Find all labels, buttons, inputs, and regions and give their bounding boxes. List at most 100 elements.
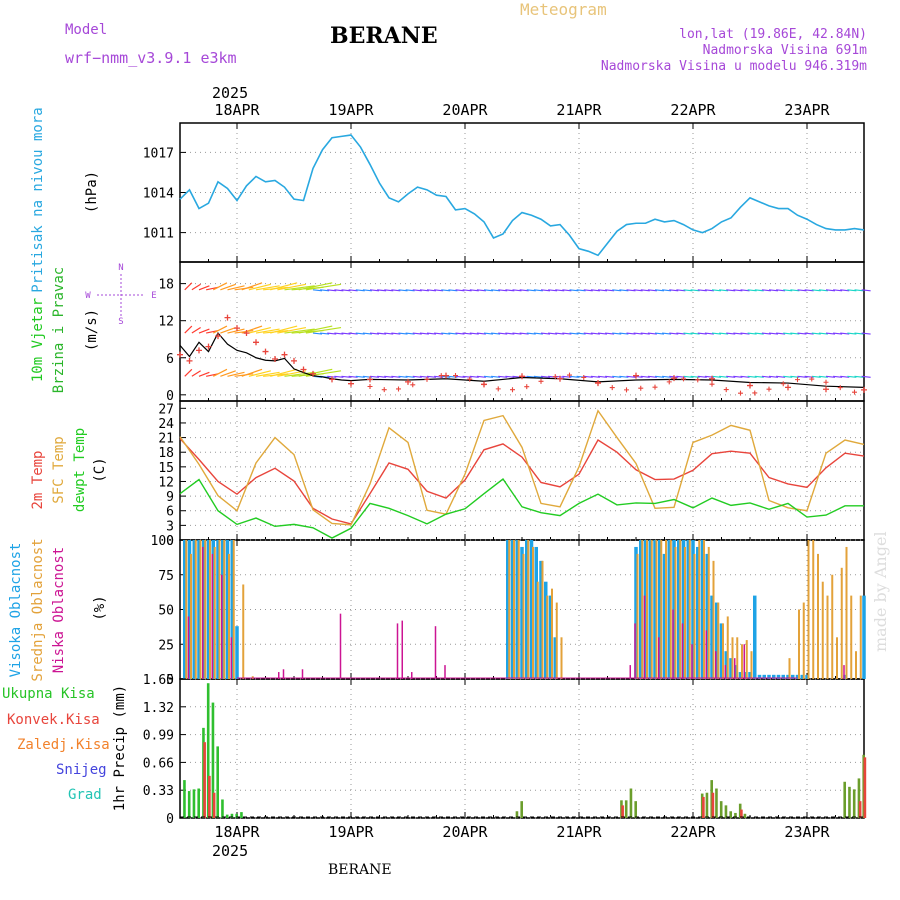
cloud-mid-bar [508,540,511,679]
wind-barb [448,289,458,292]
cloud-high-bar [715,602,719,679]
cloud-mid-bar [826,595,829,679]
wind-barb [761,375,771,378]
cloud-low-bar [339,613,342,679]
wind-barb [455,332,465,335]
wind-barb [740,332,750,335]
temp-label-1: 2m Temp [30,450,46,509]
wind-barb [697,375,707,378]
cloud-high-bar [192,540,196,679]
wind-barb [797,289,807,292]
cloud-low-bar [434,626,437,679]
cloud-low-bar [691,644,693,679]
wind-barb [747,375,757,378]
wind-barb [697,332,707,335]
top-date-label: 22APR [670,101,716,119]
cloud-high-bar [206,540,211,679]
wind-barb [391,289,401,292]
cloud-high-bar [539,560,543,679]
wind-gust-marker [709,375,715,382]
wind-barb [476,332,486,335]
wind-barb [405,375,415,378]
wind-barb [797,332,807,335]
precip-conv-bar [203,742,206,818]
wind-barb [498,332,508,335]
wind-barb [548,332,558,335]
cloud-high-bar [506,540,510,679]
wind-barb [804,332,814,335]
cloud-high-bar [534,546,538,679]
cloud-mid-bar [726,616,729,679]
pressure-ytick-label: 1014 [143,187,174,202]
cloud-high-bar [211,540,215,679]
cloud-mid-bar [223,540,226,679]
wind-barb [619,289,629,292]
cloud-mid-bar [698,540,701,679]
cloud-high-bar [515,540,519,679]
wind-gust-marker [524,384,530,390]
precip-total-bar [852,789,856,818]
wind-gust-marker [852,389,857,395]
cloud-mid-bar [850,595,853,679]
wind-barb [654,375,665,378]
wind-barb [412,289,422,292]
cloud-mid-bar [551,588,553,679]
wind-barb [847,375,857,378]
precip-ytick-label: 0.99 [143,729,174,744]
wind-barb [277,283,307,291]
wind-barb [405,289,415,292]
wind-barb [469,332,479,335]
wind-barb [198,285,210,291]
cloud-low-bar [301,669,304,679]
wind-barb [569,289,579,292]
cloud-mid-bar [703,540,705,679]
wind-barb [590,375,600,378]
wind-gust-marker [281,351,288,358]
cloud-high-bar [197,540,201,679]
cloud-high-bar [681,540,686,679]
wind-barb [184,325,193,334]
precip-ytick-label: 0 [166,812,174,827]
wind-barb [341,332,351,335]
cloud-high-bar [791,674,795,679]
cloud-label-2: Srednja Oblacnost [30,538,46,681]
wind-barb [690,332,700,335]
wind-gust-marker [443,372,449,379]
precip-conv-bar [212,792,216,818]
wind-barb [298,325,333,334]
wind-barb [783,332,793,335]
wind-barb [761,332,771,335]
wind-barb [733,375,743,378]
temp-dewpt-line [179,478,864,539]
temp-ytick-label: 6 [166,505,174,520]
wind-gust-marker [581,374,587,380]
wind-barb [248,326,271,334]
cloud-low-bar [278,672,280,679]
wind-barb [676,332,686,335]
wind-gust-marker [609,385,615,391]
cloud-high-bar [183,540,187,679]
wind-barb [669,332,679,335]
wind-barb [384,332,394,335]
wind-barb [191,283,201,291]
cloud-mid-bar [821,581,824,679]
wind-barb [761,289,771,292]
cloud-mid-bar [665,540,667,679]
cloud-high-bar [781,674,785,679]
wind-gust-marker [638,385,644,391]
temp-ytick-label: 3 [166,519,174,534]
cloud-high-bar [757,674,762,679]
cloud-mid-bar [802,602,805,679]
wind-barb [362,289,372,292]
compass-s: S [118,317,123,327]
wind-barb [640,332,650,335]
precip-conv-bar [621,805,624,818]
wind-barb [576,332,586,335]
cloud-mid-bar [204,540,207,679]
wind-barb [519,332,529,335]
precip-ytick-label: 1.32 [143,701,174,716]
wind-barb [498,375,508,378]
wind-barb [505,375,515,378]
wind-barb [811,289,821,292]
